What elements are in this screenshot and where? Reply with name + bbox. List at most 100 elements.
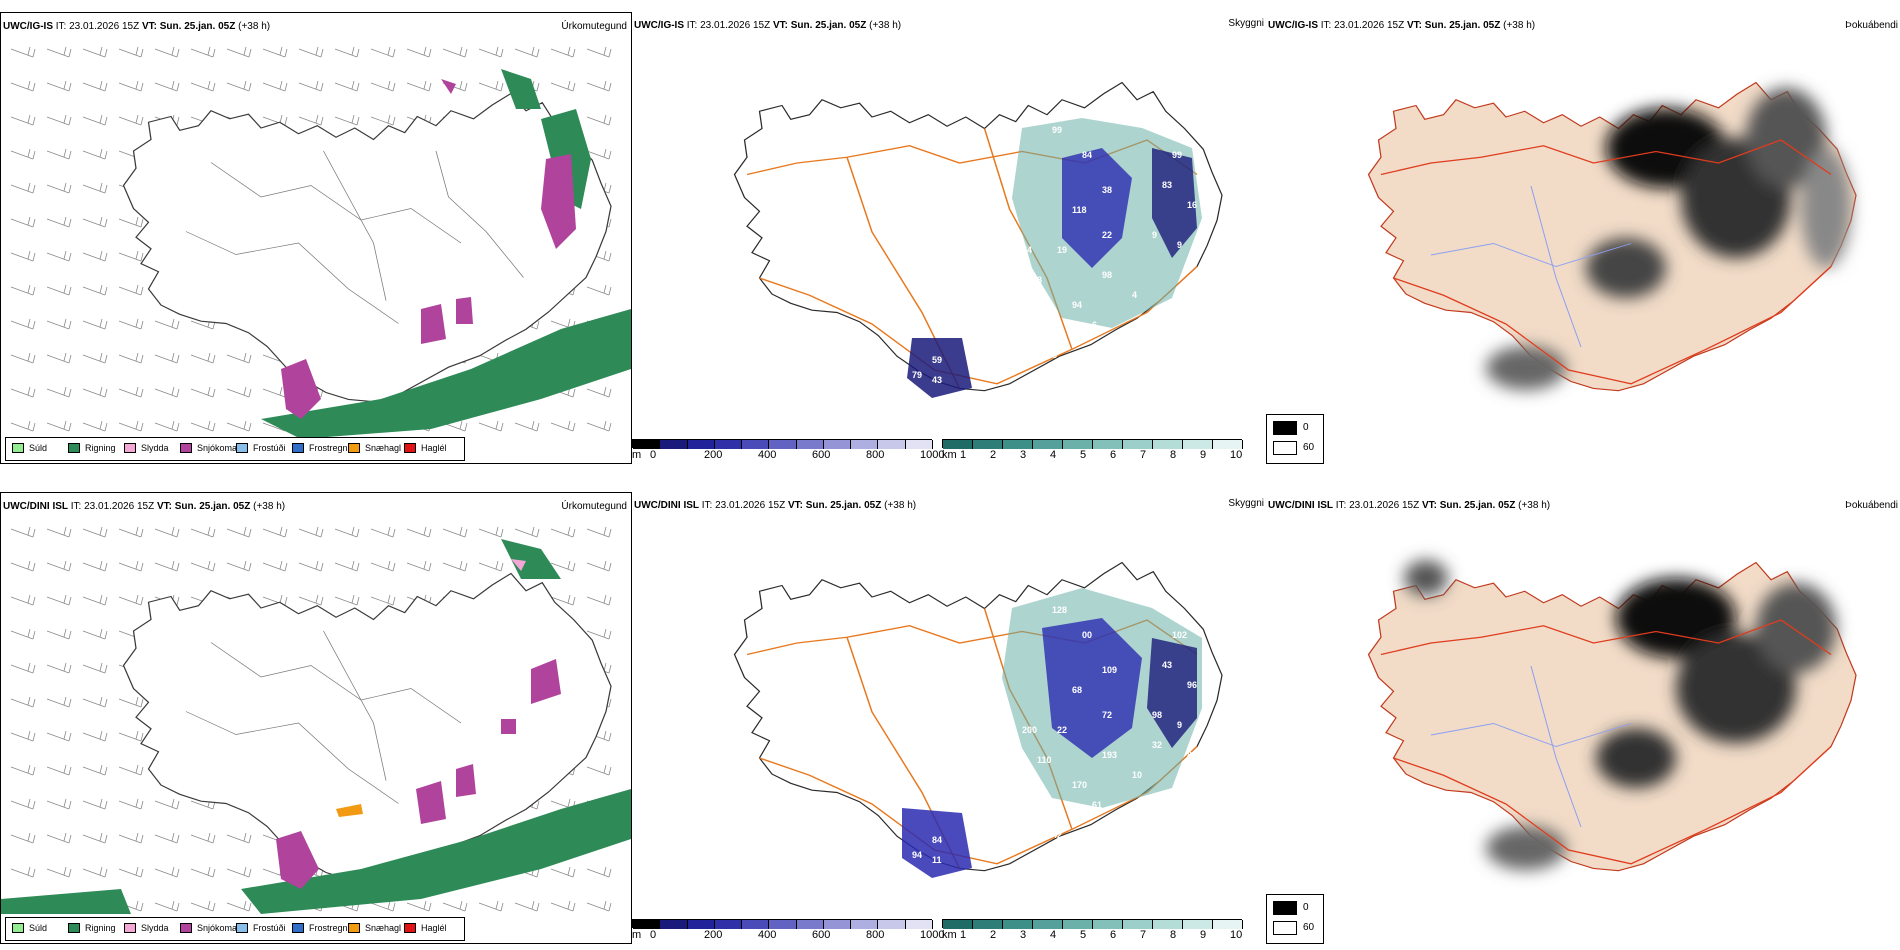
panel-header: UWC/IG-IS IT: 23.01.2026 15Z VT: Sun. 25… bbox=[3, 21, 271, 32]
fog-legend-label: 60 bbox=[1303, 442, 1315, 453]
visibility-value: 4 bbox=[1132, 290, 1137, 300]
wind-barb bbox=[82, 46, 108, 58]
colorbar-segment bbox=[1093, 920, 1123, 929]
fog-title: Þokuábendi bbox=[1845, 20, 1898, 31]
visibility-value: 86 bbox=[1187, 750, 1197, 760]
colorbar-tick: 4 bbox=[1050, 449, 1057, 461]
legend-item: Haglél bbox=[404, 443, 447, 453]
colorbar-segment bbox=[943, 440, 973, 449]
colorbar-segment bbox=[823, 920, 852, 929]
legend-swatch bbox=[348, 923, 360, 933]
colorbar-tick: 2 bbox=[990, 929, 997, 941]
snow-area bbox=[541, 154, 576, 249]
wind-barb bbox=[478, 526, 504, 538]
colorbar-tick: 800 bbox=[866, 449, 885, 461]
wind-barb bbox=[46, 560, 72, 572]
wind-barb bbox=[406, 526, 432, 538]
visibility-value: 8 bbox=[1037, 275, 1042, 285]
wind-barb bbox=[370, 46, 396, 58]
wind-barb bbox=[226, 386, 252, 398]
wind-barb bbox=[586, 560, 612, 572]
visibility-value: 98 bbox=[1102, 270, 1112, 280]
wind-barb bbox=[442, 46, 468, 58]
colorbar-segment bbox=[905, 440, 933, 449]
wind-barb bbox=[262, 560, 288, 572]
wind-barb bbox=[406, 80, 432, 92]
colorbar-segment bbox=[1183, 440, 1213, 449]
colorbar-segment bbox=[1123, 920, 1153, 929]
wind-barb bbox=[82, 696, 108, 708]
colorbar-segment bbox=[1003, 920, 1033, 929]
wind-barb bbox=[10, 318, 36, 330]
legend-label: Rigning bbox=[85, 923, 116, 933]
wind-barb bbox=[118, 560, 144, 572]
visibility-value: 74 bbox=[1022, 245, 1032, 255]
wind-barb bbox=[190, 352, 216, 364]
wind-barb bbox=[10, 250, 36, 262]
colorbar-segment bbox=[660, 920, 688, 929]
colorbar-segment bbox=[851, 440, 879, 449]
legend-label: Snæhagl bbox=[365, 923, 402, 933]
wind-barb bbox=[82, 216, 108, 228]
colorbar-tick: 3 bbox=[1020, 929, 1027, 941]
visibility-value: 99 bbox=[1172, 150, 1182, 160]
wind-barb bbox=[298, 560, 324, 572]
rain-area bbox=[241, 789, 631, 914]
wind-barb bbox=[46, 662, 72, 674]
wind-barb bbox=[46, 832, 72, 844]
visibility-value: 68 bbox=[1072, 685, 1082, 695]
visibility-value: 83 bbox=[1162, 180, 1172, 190]
wind-barb bbox=[262, 46, 288, 58]
legend-swatch bbox=[68, 443, 80, 453]
colorbar-segment bbox=[1213, 440, 1243, 449]
wind-barb bbox=[154, 798, 180, 810]
wind-barb bbox=[406, 560, 432, 572]
visibility-value: 22 bbox=[1102, 230, 1112, 240]
wind-barb bbox=[226, 526, 252, 538]
wind-barb bbox=[82, 114, 108, 126]
wind-barb bbox=[154, 900, 180, 912]
wind-barb bbox=[154, 80, 180, 92]
legend-item: Snæhagl bbox=[348, 923, 401, 933]
colorbar-tick: 400 bbox=[758, 929, 777, 941]
visibility-value: 72 bbox=[1102, 710, 1112, 720]
colorbar-segment bbox=[796, 920, 824, 929]
colorbar-tick: 8 bbox=[1170, 449, 1177, 461]
wind-barb bbox=[82, 526, 108, 538]
colorbar-segment bbox=[1183, 920, 1213, 929]
legend-item: Slydda bbox=[124, 923, 169, 933]
cloud-title: Skyggni bbox=[1228, 18, 1264, 29]
colorbar-tick: 1 bbox=[960, 449, 967, 461]
visibility-value: 57 bbox=[1042, 810, 1052, 820]
snow-area bbox=[501, 719, 516, 734]
wind-barb bbox=[82, 148, 108, 160]
wind-barb bbox=[10, 832, 36, 844]
visibility-value: 32 bbox=[1152, 740, 1162, 750]
legend-swatch bbox=[124, 443, 136, 453]
wind-barb bbox=[82, 866, 108, 878]
colorbar-segment bbox=[633, 920, 661, 929]
visibility-value: 11 bbox=[932, 855, 942, 865]
wind-barb bbox=[190, 46, 216, 58]
wind-barb bbox=[334, 114, 360, 126]
wind-barb bbox=[190, 832, 216, 844]
snow-area bbox=[281, 359, 321, 419]
wind-barb bbox=[586, 148, 612, 160]
visibility-value: 200 bbox=[1022, 725, 1037, 735]
colorbar-unit: m bbox=[632, 449, 642, 461]
legend-swatch bbox=[236, 923, 248, 933]
colorbar-tick: 10 bbox=[1230, 929, 1243, 941]
visibility-value: 110 bbox=[1037, 755, 1052, 765]
fog-legend-label: 0 bbox=[1303, 422, 1309, 433]
visibility-value: 128 bbox=[1052, 605, 1067, 615]
snow-area bbox=[416, 781, 446, 824]
snow-area bbox=[531, 659, 561, 704]
wind-barb bbox=[118, 420, 144, 432]
panel-header: UWC/DINI ISL IT: 23.01.2026 15Z VT: Sun.… bbox=[3, 501, 286, 512]
legend-label: Frostúði bbox=[253, 923, 286, 933]
colorbar-tick: 10 bbox=[1230, 449, 1243, 461]
wind-barb bbox=[46, 46, 72, 58]
visibility-value: 109 bbox=[1102, 665, 1117, 675]
wind-barb bbox=[154, 352, 180, 364]
